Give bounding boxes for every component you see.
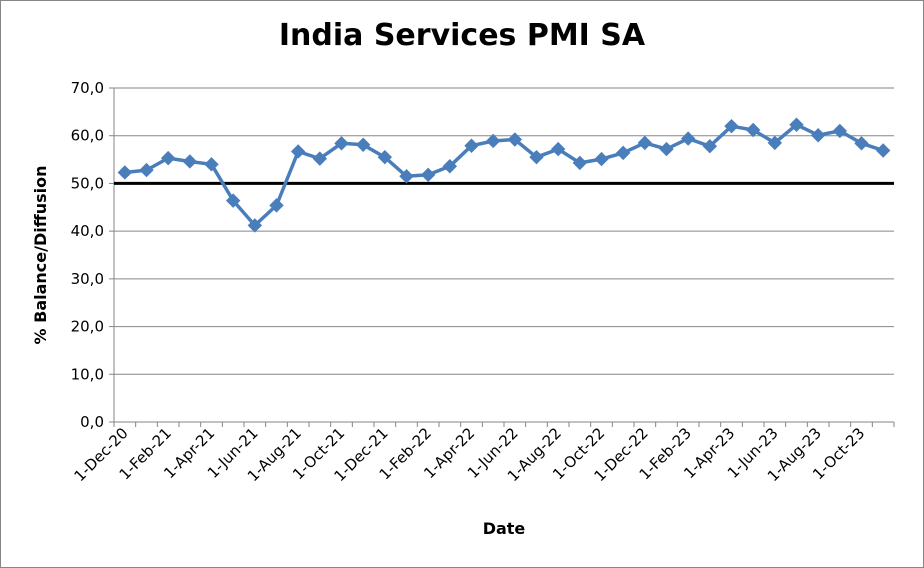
x-tick-labels: 1-Dec-201-Feb-211-Apr-211-Jun-211-Aug-21… [71,424,869,485]
data-point-marker [767,135,783,151]
data-point-marker [247,218,263,233]
data-point-marker [854,136,869,151]
data-point-marker [355,137,371,152]
data-point-marker [377,149,393,165]
data-point-marker [160,150,176,166]
series-layer [117,117,891,233]
data-point-marker [529,149,544,165]
data-point-marker [312,151,328,166]
data-point-marker [334,136,349,151]
data-point-marker [117,165,133,180]
data-point-marker [702,139,718,154]
data-point-marker [550,141,566,157]
data-point-marker [810,128,826,143]
y-tick-label: 20,0 [71,318,104,336]
y-tick-label: 70,0 [71,79,104,97]
data-point-marker [724,118,739,134]
data-point-marker [659,141,674,157]
data-point-marker [204,157,219,172]
data-point-marker [182,154,198,169]
data-point-marker [507,132,523,147]
x-axis-title: Date [483,519,526,538]
y-tick-label: 60,0 [71,127,104,145]
data-point-marker [269,198,284,213]
data-point-marker [789,117,804,132]
data-point-marker [442,159,458,174]
y-tick-label: 0,0 [80,413,104,431]
data-point-marker [637,135,653,151]
data-point-marker [225,193,241,208]
data-point-marker [572,155,588,171]
y-axis-title: % Balance/Diffusion [31,166,50,345]
data-point-marker [680,131,696,146]
data-point-marker [399,169,414,184]
data-point-marker [290,144,306,159]
data-point-marker [485,133,501,149]
data-point-marker [615,145,631,161]
y-tick-label: 50,0 [71,174,104,192]
data-point-marker [420,167,436,183]
chart-title: India Services PMI SA [278,18,646,53]
data-point-marker [139,162,154,178]
y-tick-label: 30,0 [71,270,104,288]
gridlines [114,87,894,375]
axes [109,87,895,427]
data-point-marker [875,143,891,158]
series-line [124,122,884,228]
data-point-marker [464,138,479,153]
data-point-marker [745,122,761,138]
data-point-marker [594,151,609,167]
data-point-marker [832,123,848,139]
y-tick-labels: 0,0 10,0 20,0 30,0 40,0 50,0 60,0 70,0 [71,79,104,431]
y-tick-label: 40,0 [71,222,104,240]
y-tick-label: 10,0 [71,365,104,383]
